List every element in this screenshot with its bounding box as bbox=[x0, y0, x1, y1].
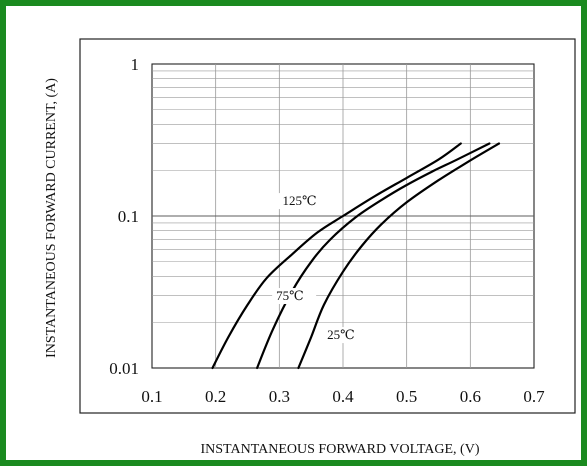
y-axis-title: INSTANTANEOUS FORWARD CURRENT, (A) bbox=[44, 78, 59, 358]
y-tick-label: 0.1 bbox=[118, 207, 139, 226]
y-tick-label: 0.01 bbox=[109, 359, 139, 378]
series-line-0 bbox=[211, 142, 462, 370]
series-line-2 bbox=[297, 142, 501, 370]
x-tick-label: 0.3 bbox=[269, 387, 290, 406]
series-label-bg bbox=[272, 288, 317, 305]
x-tick-label: 0.2 bbox=[205, 387, 226, 406]
x-tick-label: 0.5 bbox=[396, 387, 417, 406]
series-label-1: 75℃ bbox=[276, 288, 304, 303]
series-label-0: 125℃ bbox=[283, 193, 317, 208]
x-tick-label: 0.4 bbox=[332, 387, 354, 406]
x-tick-label: 0.1 bbox=[141, 387, 162, 406]
chart-svg: 0.1 0.2 0.3 0.4 0.5 0.6 0.710.10.01 125℃75℃25℃… bbox=[44, 38, 576, 457]
series-label-bg bbox=[323, 327, 368, 344]
series-label-2: 25℃ bbox=[327, 327, 355, 342]
series-label-bg bbox=[278, 193, 323, 210]
y-tick-label: 1 bbox=[131, 55, 140, 74]
x-axis-title: INSTANTANEOUS FORWARD VOLTAGE, (V) bbox=[201, 442, 480, 457]
tick-layer: 0.1 0.2 0.3 0.4 0.5 0.6 0.710.10.01 bbox=[109, 55, 545, 406]
x-tick-label: 0.7 bbox=[523, 387, 545, 406]
label-layer: 125℃ 75℃ 25℃ bbox=[272, 193, 368, 344]
chart-outer-border bbox=[79, 38, 576, 414]
x-tick-label: 0.6 bbox=[460, 387, 481, 406]
